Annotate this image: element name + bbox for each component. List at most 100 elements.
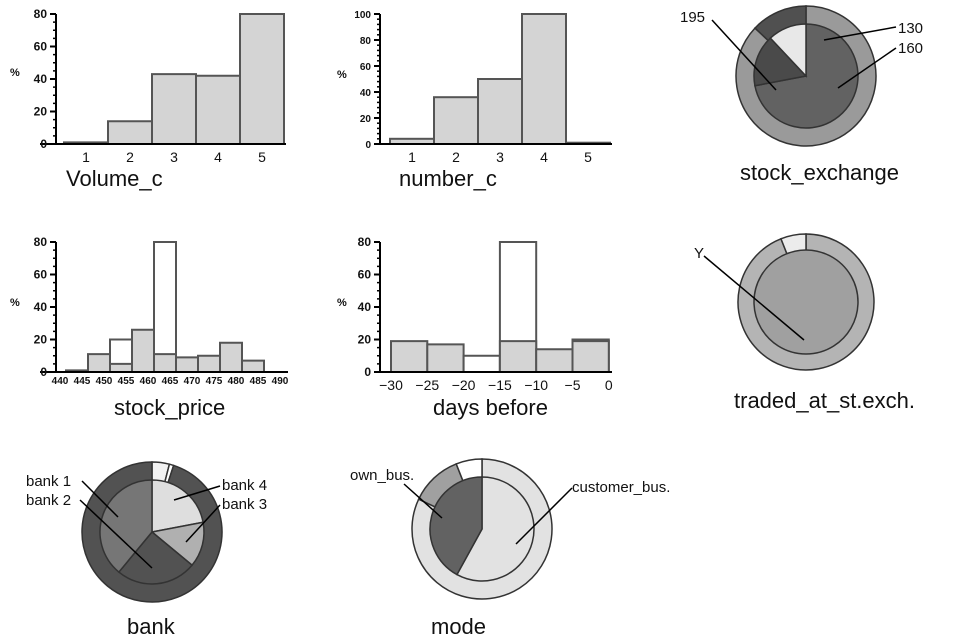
y-tick-label: 80 bbox=[360, 36, 372, 47]
leader-line bbox=[173, 485, 221, 501]
y-tick-label: 20 bbox=[34, 333, 48, 347]
y-tick-label: 0 bbox=[40, 365, 47, 379]
y-axis-label: % bbox=[10, 297, 20, 309]
x-tick-label: 3 bbox=[496, 149, 504, 165]
leader-line bbox=[81, 480, 119, 518]
inner-slice-160 bbox=[769, 23, 807, 78]
histogram-days-before: 0 20 40 60 80 % −30 −25 −20 −15 −10 −5 0 days befo… bbox=[337, 235, 613, 420]
bars-number-c bbox=[389, 13, 611, 146]
leader-line bbox=[403, 483, 443, 519]
histogram-volume-c: 0 20 40 60 80 % 1 2 3 4 5 Volume_c bbox=[10, 7, 286, 191]
slice-label-own-bus: own_bus. bbox=[350, 467, 414, 484]
bar-3 bbox=[109, 362, 133, 373]
x-tick-label: 5 bbox=[584, 149, 592, 165]
x-tick-label: 465 bbox=[162, 376, 179, 387]
y-ticks: 0 20 40 60 80 bbox=[34, 235, 56, 379]
x-tick-label: 0 bbox=[605, 377, 613, 393]
y-axis-label: % bbox=[337, 297, 347, 309]
y-tick-label: 80 bbox=[358, 235, 372, 249]
y-tick-label: 20 bbox=[358, 333, 372, 347]
inner-slice-y bbox=[753, 249, 859, 355]
leader-line bbox=[837, 47, 897, 89]
x-tick-label: −5 bbox=[565, 377, 581, 393]
x-tick-label: 3 bbox=[170, 149, 178, 165]
leader-line bbox=[703, 255, 805, 341]
y-tick-label: 60 bbox=[360, 62, 372, 73]
x-tick-label: 450 bbox=[96, 376, 113, 387]
x-tick-label: 4 bbox=[540, 149, 548, 165]
y-axis-label: % bbox=[337, 69, 347, 81]
y-tick-label: 60 bbox=[358, 268, 372, 282]
bar-2 bbox=[87, 353, 111, 373]
y-ticks: 0 20 40 60 80 100 bbox=[354, 10, 380, 151]
x-tick-label: −25 bbox=[415, 377, 439, 393]
x-ticks: 440 445 450 455 460 465 470 475 480 485 490 bbox=[52, 376, 289, 387]
x-tick-label: 1 bbox=[82, 149, 90, 165]
bar-2 bbox=[426, 343, 465, 373]
y-axis-label: % bbox=[10, 67, 20, 79]
bar-9 bbox=[241, 359, 265, 373]
x-tick-label: 445 bbox=[74, 376, 91, 387]
x-tick-label: 5 bbox=[258, 149, 266, 165]
bar-4 bbox=[521, 13, 567, 145]
inner-slice-bank-1 bbox=[99, 479, 153, 574]
y-tick-label: 20 bbox=[34, 105, 48, 119]
slice-label-customer-bus: customer_bus. bbox=[572, 479, 670, 496]
x-tick-label: −15 bbox=[488, 377, 512, 393]
bars-days-before bbox=[390, 241, 610, 373]
chart-title-days-before: days before bbox=[433, 395, 548, 420]
chart-title-volume-c: Volume_c bbox=[66, 166, 163, 191]
slice-label-130: 130 bbox=[898, 20, 923, 37]
bar-3 bbox=[151, 73, 197, 145]
inner-slice-customer-bus- bbox=[455, 476, 535, 582]
pie-traded-at-st-exch: Y traded_at_st.exch. bbox=[694, 233, 915, 413]
y-tick-label: 40 bbox=[34, 72, 48, 86]
y-tick-label: 0 bbox=[40, 137, 47, 151]
pie-stock-exchange: 195 130 160 stock_exchange bbox=[680, 5, 923, 185]
pie-mode: own_bus. customer_bus. mode bbox=[350, 458, 670, 639]
chart-title-traded-at-st-exch: traded_at_st.exch. bbox=[734, 388, 915, 413]
x-tick-label: 2 bbox=[452, 149, 460, 165]
y-tick-label: 0 bbox=[364, 365, 371, 379]
x-ticks: 1 2 3 4 5 bbox=[82, 149, 266, 165]
bar-6 bbox=[175, 356, 199, 373]
y-tick-label: 0 bbox=[365, 140, 371, 151]
x-tick-label: 455 bbox=[118, 376, 135, 387]
inner-slice-130 bbox=[753, 37, 808, 87]
inner-slice-bank-2 bbox=[117, 530, 194, 585]
y-tick-label: 40 bbox=[360, 88, 372, 99]
bar-3 bbox=[477, 78, 523, 145]
y-ticks: 0 20 40 60 80 bbox=[34, 7, 56, 151]
y-tick-label: 40 bbox=[358, 300, 372, 314]
chart-title-bank: bank bbox=[127, 614, 176, 639]
x-tick-label: 2 bbox=[126, 149, 134, 165]
leader-line bbox=[79, 499, 153, 569]
histogram-number-c: 0 20 40 60 80 100 % 1 2 3 4 5 number_c bbox=[337, 10, 612, 191]
x-ticks: −30 −25 −20 −15 −10 −5 0 bbox=[379, 377, 613, 393]
slice-label-bank-1: bank 1 bbox=[26, 473, 71, 490]
slice-label-bank-2: bank 2 bbox=[26, 492, 71, 509]
bar-5 bbox=[153, 353, 177, 373]
y-tick-label: 80 bbox=[34, 235, 48, 249]
bar-4 bbox=[498, 340, 538, 373]
bar-2 bbox=[433, 96, 479, 145]
bar-4 bbox=[195, 74, 241, 145]
bar-1 bbox=[390, 340, 429, 373]
x-ticks: 1 2 3 4 5 bbox=[408, 149, 592, 165]
leader-line bbox=[515, 487, 573, 545]
x-tick-label: 490 bbox=[272, 376, 289, 387]
y-tick-label: 60 bbox=[34, 40, 48, 54]
inner-slice-bank-4 bbox=[151, 479, 204, 533]
x-tick-label: 480 bbox=[228, 376, 245, 387]
bar-5 bbox=[535, 348, 574, 373]
leader-line bbox=[185, 504, 221, 543]
y-tick-label: 100 bbox=[354, 10, 371, 21]
chart-title-stock-exchange: stock_exchange bbox=[740, 160, 899, 185]
x-tick-label: 485 bbox=[250, 376, 267, 387]
x-tick-label: 440 bbox=[52, 376, 69, 387]
x-tick-label: 4 bbox=[214, 149, 222, 165]
y-ticks: 0 20 40 60 80 bbox=[358, 235, 380, 379]
bar-outline-5 bbox=[153, 241, 177, 373]
bar-7 bbox=[197, 354, 221, 373]
